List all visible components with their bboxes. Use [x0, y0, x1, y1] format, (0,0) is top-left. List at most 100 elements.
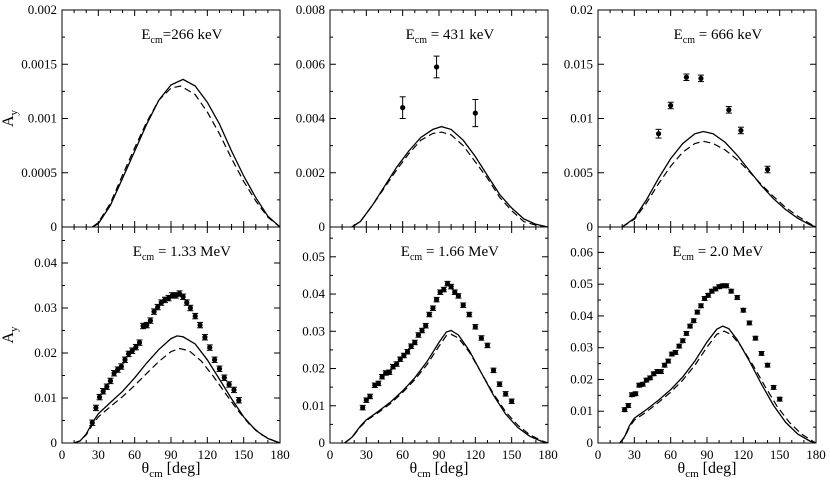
data-marker [676, 343, 682, 349]
data-point [114, 366, 121, 373]
dashed-curve [621, 140, 816, 227]
data-marker [658, 368, 664, 375]
data-point [672, 349, 679, 356]
data-point [226, 381, 233, 388]
data-marker [655, 131, 662, 137]
data-marker [466, 311, 472, 318]
data-point [683, 73, 690, 82]
data-marker [764, 362, 771, 368]
y-tick-label: 0.05 [570, 276, 593, 291]
y-tick-label: 0.005 [564, 165, 593, 180]
data-point [176, 290, 183, 297]
data-marker [226, 381, 232, 388]
x-tick-label: 120 [466, 447, 486, 462]
data-marker [400, 105, 406, 111]
y-tick-label: 0.01 [570, 403, 593, 418]
data-point [363, 397, 370, 403]
y-tick-label: 0.001 [28, 111, 57, 126]
data-point [121, 356, 128, 363]
x-axis-label: θcm [deg] [678, 460, 737, 480]
y-tick-label: 0.004 [296, 111, 326, 126]
data-marker [698, 303, 704, 309]
data-marker [726, 107, 732, 113]
data-point [89, 419, 96, 426]
data-marker [503, 391, 509, 397]
data-marker [221, 375, 227, 381]
data-marker [419, 327, 425, 334]
x-tick-label: 180 [538, 447, 558, 462]
data-marker [184, 300, 190, 306]
data-marker [197, 322, 203, 328]
data-point [460, 302, 467, 308]
data-marker [147, 318, 154, 324]
data-point [359, 404, 366, 411]
data-marker [665, 358, 671, 364]
data-point [448, 283, 455, 290]
y-tick-label: 0.02 [570, 371, 593, 386]
data-marker [472, 110, 478, 116]
y-tick-label: 0.04 [302, 286, 325, 301]
x-tick-label: 60 [396, 447, 409, 462]
x-axis-label: θcm [deg] [142, 460, 201, 480]
data-marker [386, 369, 392, 375]
data-marker [441, 286, 447, 293]
data-marker [430, 305, 436, 311]
panel-title: Ecm = 2.0 MeV [673, 244, 764, 263]
data-point [440, 286, 447, 293]
data-point [764, 165, 771, 174]
solid-curve [621, 130, 816, 227]
data-marker [158, 300, 164, 306]
data-point [752, 335, 759, 341]
y-tick-label: 0.02 [302, 361, 325, 376]
data-point [655, 128, 662, 139]
y-tick-label: 0.008 [296, 2, 325, 17]
x-tick-label: 60 [664, 447, 677, 462]
data-point [679, 338, 686, 344]
y-axis-label: Ay [0, 326, 20, 344]
data-point [422, 322, 429, 329]
data-marker [89, 420, 95, 426]
data-marker [625, 402, 631, 409]
data-marker [394, 361, 400, 367]
data-point [776, 396, 783, 402]
data-marker [484, 342, 491, 349]
data-point [725, 106, 732, 114]
data-marker [96, 394, 103, 400]
x-tick-label: 30 [628, 447, 641, 462]
data-marker [698, 75, 704, 81]
dashed-curve [91, 85, 280, 227]
x-tick-label: 180 [270, 447, 290, 462]
data-marker [752, 335, 759, 341]
data-point [687, 323, 694, 329]
data-point [484, 342, 491, 349]
panel-2: 0 0.002 0.004 0.006 0.008 Ecm = 431 keV [296, 2, 549, 234]
panel-title: Ecm = 431 keV [406, 27, 495, 46]
data-marker [444, 281, 451, 287]
solid-curve [619, 325, 816, 443]
y-tick-label: 0 [51, 219, 58, 234]
data-marker [423, 323, 429, 329]
data-point [647, 375, 654, 381]
data-marker [478, 335, 484, 341]
data-marker [93, 405, 99, 411]
y-tick-label: 0.01 [302, 398, 325, 413]
data-marker [680, 338, 686, 344]
data-point [180, 293, 187, 300]
data-marker [771, 384, 777, 391]
data-marker [672, 349, 679, 356]
data-marker [687, 323, 693, 329]
x-tick-label: 60 [128, 447, 141, 462]
data-point [433, 296, 440, 303]
data-marker [705, 292, 711, 298]
x-tick-label: 30 [360, 447, 373, 462]
dashed-curve [73, 347, 280, 443]
data-point [694, 309, 701, 315]
data-marker [104, 384, 110, 390]
data-marker [472, 324, 478, 330]
data-point [728, 288, 735, 294]
data-marker [496, 381, 503, 387]
data-marker [694, 309, 700, 315]
data-marker [180, 294, 186, 300]
panel-6: 0 30 60 90 120 150 180 θcm [deg] 0 0.01 0.02 0.03 0.… [570, 226, 826, 480]
data-point [366, 393, 373, 400]
